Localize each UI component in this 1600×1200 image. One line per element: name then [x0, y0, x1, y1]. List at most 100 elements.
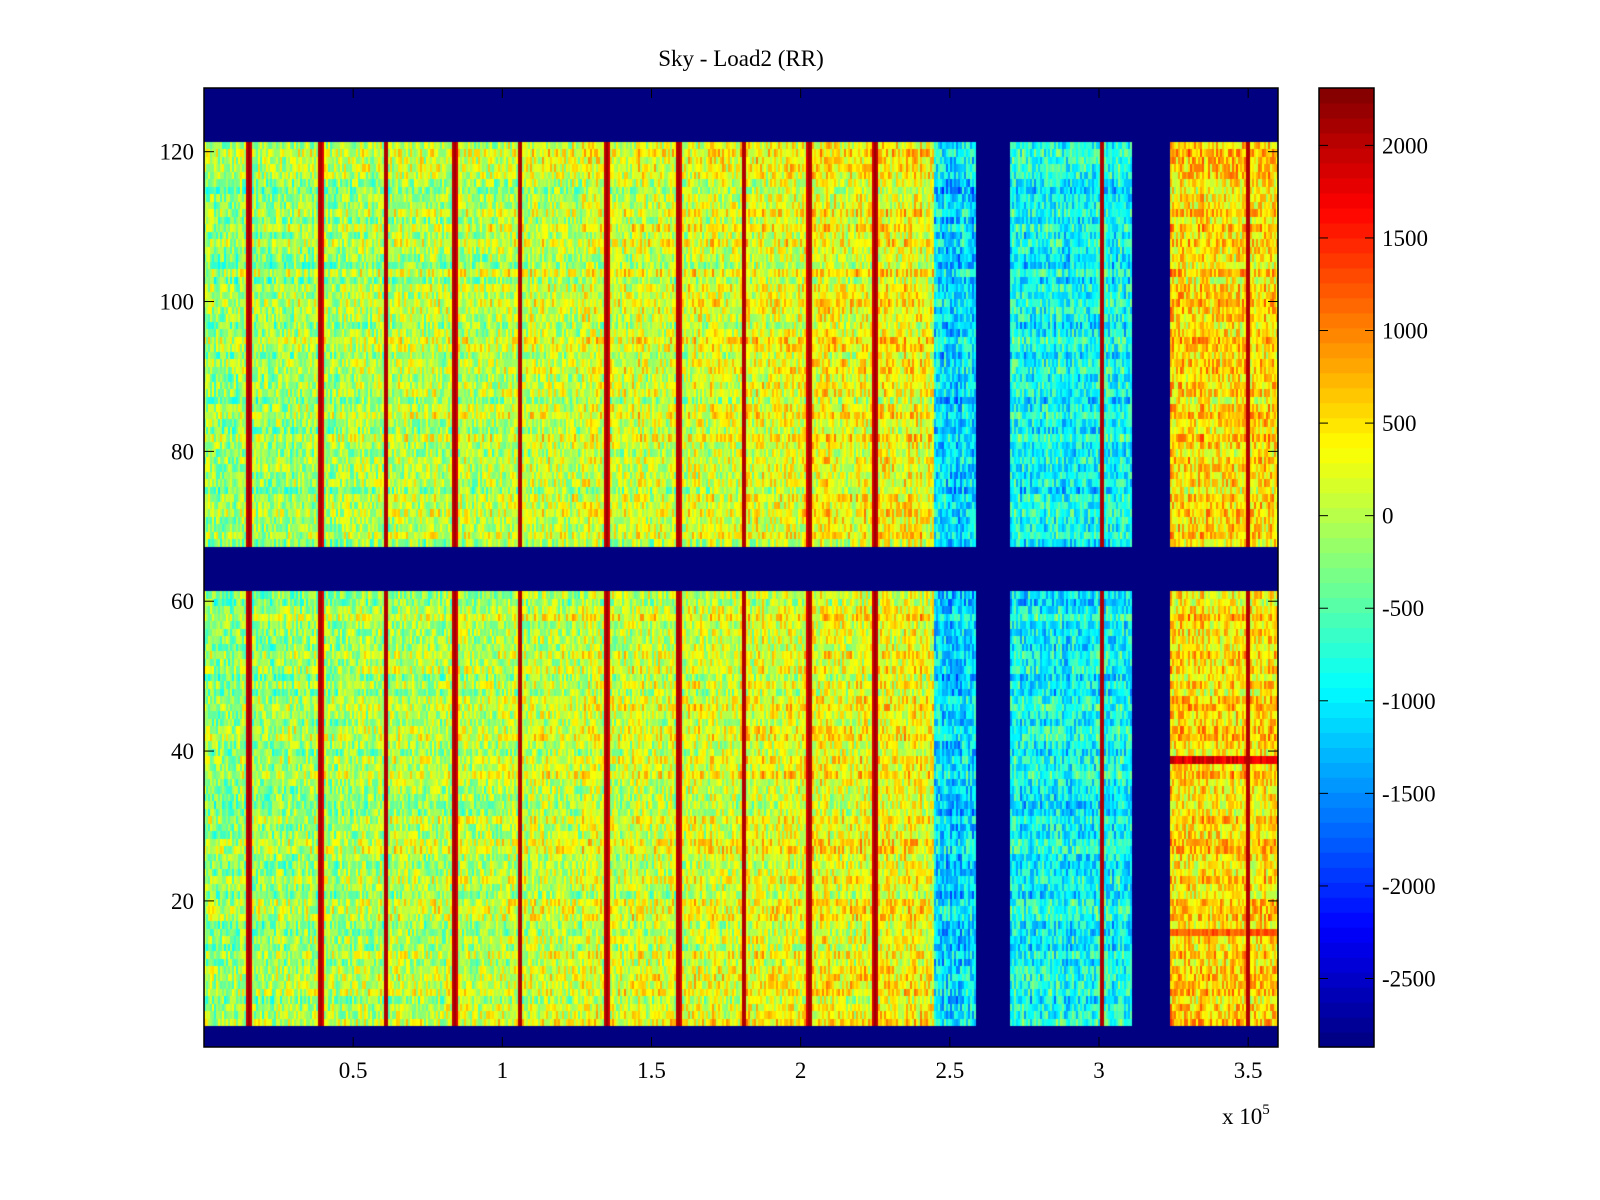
colorbar-swatch	[1319, 507, 1374, 524]
x-tick-label: 1.5	[637, 1058, 666, 1083]
axes-frame	[203, 87, 1279, 1048]
colorbar-swatch	[1319, 132, 1374, 149]
colorbar-swatch	[1319, 657, 1374, 673]
colorbar-swatch	[1319, 147, 1374, 164]
colorbar-swatch	[1319, 237, 1374, 254]
colorbar-swatch	[1319, 117, 1374, 134]
x-tick-label: 1	[497, 1058, 509, 1083]
x-tick-label: 2.5	[935, 1058, 964, 1083]
y-tick-label: 100	[160, 290, 195, 315]
colorbar-swatch	[1319, 732, 1374, 748]
colorbar-tick-label: 0	[1382, 504, 1394, 529]
colorbar	[1319, 88, 1374, 1048]
colorbar-swatch	[1319, 687, 1374, 703]
colorbar-swatch	[1319, 372, 1374, 389]
colorbar-swatch	[1319, 1017, 1374, 1033]
x-axis: 0.5 1 1.5 2 2.5 3 3.5	[339, 88, 1263, 1083]
colorbar-tick-label: 500	[1382, 411, 1417, 436]
colorbar-swatch	[1319, 987, 1374, 1003]
colorbar-swatch	[1319, 627, 1374, 644]
colorbar-swatch	[1319, 357, 1374, 374]
colorbar-swatch	[1319, 252, 1374, 269]
colorbar-tick-label: -2500	[1382, 967, 1436, 992]
colorbar-swatch	[1319, 642, 1374, 659]
colorbar-swatch	[1319, 417, 1374, 434]
colorbar-swatch	[1319, 88, 1374, 104]
colorbar-swatch	[1319, 672, 1374, 688]
y-axis: 20 40 60 80 100 120	[160, 140, 1278, 914]
colorbar-swatch	[1319, 282, 1374, 299]
x-tick-label: 3	[1093, 1058, 1105, 1083]
y-tick-label: 60	[171, 589, 194, 614]
colorbar-axis: 2000 1500 1000 500 0 -500 -1000 -1500 -2000 -2500	[1319, 133, 1436, 992]
colorbar-swatch	[1319, 342, 1374, 359]
colorbar-frame	[1318, 87, 1375, 1048]
colorbar-swatch	[1319, 612, 1374, 629]
colorbar-swatch	[1319, 552, 1374, 569]
colorbar-swatch	[1319, 912, 1374, 928]
colorbar-swatch	[1319, 717, 1374, 733]
colorbar-swatch	[1319, 177, 1374, 194]
colorbar-swatch	[1319, 1002, 1374, 1018]
x-tick-label: 0.5	[339, 1058, 368, 1083]
colorbar-tick-label: 1000	[1382, 319, 1428, 344]
colorbar-swatch	[1319, 207, 1374, 224]
colorbar-swatch	[1319, 537, 1374, 554]
y-tick-label: 120	[160, 140, 195, 165]
colorbar-swatch	[1319, 822, 1374, 838]
colorbar-swatch	[1319, 477, 1374, 494]
heatmap-image	[204, 88, 1278, 1047]
colorbar-swatch	[1319, 447, 1374, 464]
colorbar-swatch	[1319, 567, 1374, 584]
colorbar-tick-label: -500	[1382, 596, 1424, 621]
colorbar-swatch	[1319, 1032, 1374, 1048]
colorbar-swatch	[1319, 327, 1374, 344]
colorbar-swatch	[1319, 432, 1374, 449]
x-tick-label: 3.5	[1234, 1058, 1263, 1083]
colorbar-swatch	[1319, 522, 1374, 539]
x-axis-multiplier: x 105	[1222, 1102, 1270, 1129]
x-multiplier-exponent: 5	[1262, 1102, 1270, 1118]
colorbar-swatch	[1319, 807, 1374, 823]
colorbar-tick-label: -2000	[1382, 874, 1436, 899]
x-tick-label: 2	[795, 1058, 807, 1083]
colorbar-swatch	[1319, 162, 1374, 179]
colorbar-swatch	[1319, 582, 1374, 599]
y-tick-label: 40	[171, 739, 194, 764]
colorbar-swatch	[1319, 762, 1374, 778]
colorbar-swatch	[1319, 702, 1374, 718]
colorbar-swatch	[1319, 897, 1374, 913]
y-tick-label: 80	[171, 439, 194, 464]
colorbar-swatch	[1319, 942, 1374, 958]
colorbar-swatch	[1319, 597, 1374, 614]
colorbar-swatch	[1319, 792, 1374, 808]
colorbar-tick-label: 2000	[1382, 133, 1428, 158]
y-tick-label: 20	[171, 889, 194, 914]
colorbar-swatch	[1319, 747, 1374, 763]
colorbar-tick-label: -1000	[1382, 689, 1436, 714]
colorbar-swatch	[1319, 777, 1374, 793]
colorbar-swatch	[1319, 312, 1374, 329]
colorbar-swatch	[1319, 492, 1374, 509]
colorbar-swatch	[1319, 882, 1374, 898]
colorbar-swatch	[1319, 837, 1374, 853]
colorbar-swatch	[1319, 192, 1374, 209]
colorbar-swatch	[1319, 222, 1374, 239]
colorbar-swatch	[1319, 867, 1374, 883]
colorbar-swatch	[1319, 972, 1374, 988]
chart-title: Sky - Load2 (RR)	[658, 46, 823, 71]
heatmap	[204, 88, 1278, 1047]
colorbar-swatch	[1319, 927, 1374, 943]
colorbar-tick-label: 1500	[1382, 226, 1428, 251]
colorbar-swatch	[1319, 267, 1374, 284]
colorbar-swatch	[1319, 852, 1374, 868]
colorbar-swatch	[1319, 462, 1374, 479]
colorbar-swatch	[1319, 387, 1374, 404]
x-multiplier-base: x 10	[1222, 1104, 1262, 1129]
colorbar-swatch	[1319, 402, 1374, 419]
colorbar-swatch	[1319, 957, 1374, 973]
colorbar-swatch	[1319, 297, 1374, 314]
colorbar-tick-label: -1500	[1382, 781, 1436, 806]
colorbar-swatch	[1319, 102, 1374, 119]
